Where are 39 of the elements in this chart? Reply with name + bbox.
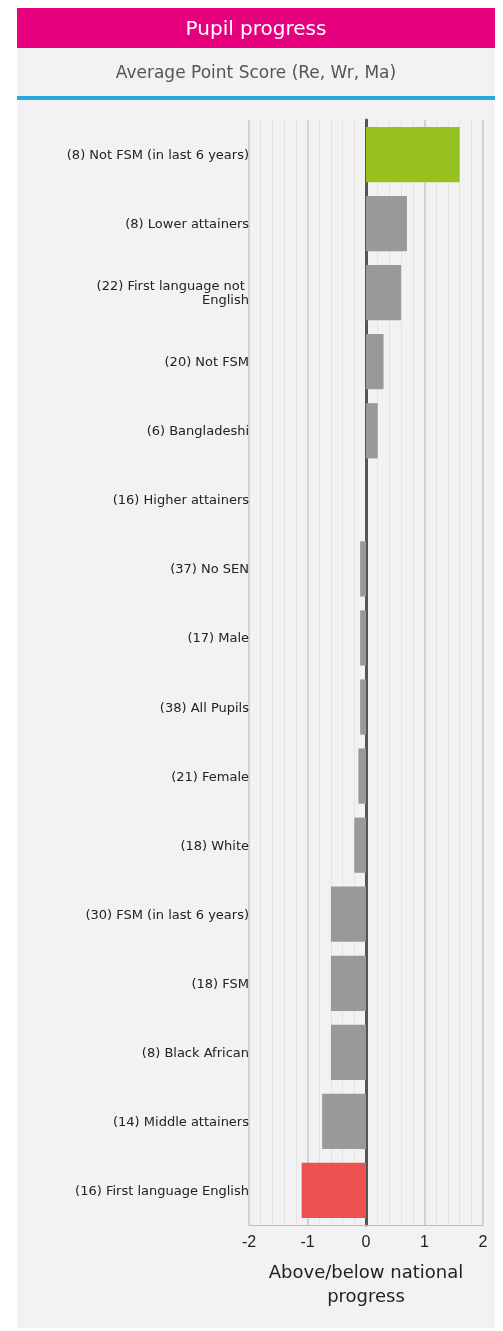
chart-subtitle: Average Point Score (Re, Wr, Ma) <box>17 48 495 100</box>
y-tick-label: (8) Lower attainers <box>125 216 250 232</box>
bar <box>330 1024 366 1080</box>
bar <box>354 817 366 873</box>
bar <box>358 748 366 804</box>
bar <box>366 126 460 183</box>
bar <box>330 955 366 1011</box>
x-tick-label: 2 <box>478 1232 488 1250</box>
x-axis-title: Above/below national progress <box>267 1260 465 1308</box>
bar <box>366 334 384 390</box>
bar <box>360 541 366 597</box>
y-tick-label: (21) Female <box>171 768 249 784</box>
y-tick-label: (37) No SEN <box>170 561 249 577</box>
bar <box>322 1093 366 1150</box>
y-tick-label: (16) First language English <box>75 1182 249 1198</box>
x-tick-label: 1 <box>420 1232 430 1250</box>
y-tick-label: (38) All Pupils <box>159 699 250 715</box>
y-tick-label: (18) FSM <box>191 975 249 991</box>
x-tick-label: 0 <box>361 1232 371 1250</box>
bar <box>330 886 366 942</box>
y-tick-label: (14) Middle attainers <box>113 1113 250 1129</box>
bar <box>301 1162 366 1219</box>
y-tick-label: (20) Not FSM <box>164 354 249 370</box>
bar <box>366 195 407 252</box>
bar <box>366 403 378 459</box>
x-tick-label: -2 <box>241 1232 257 1250</box>
y-tick-label: (16) Higher attainers <box>112 492 250 508</box>
bar <box>360 610 366 666</box>
y-tick-label: (6) Bangladeshi <box>146 423 249 439</box>
bar <box>366 265 402 321</box>
y-tick-label: (8) Black African <box>141 1044 249 1060</box>
y-tick-label: (18) White <box>180 837 249 853</box>
y-tick-label: (22) First language not English <box>96 278 249 308</box>
bar <box>360 679 366 735</box>
y-tick-label: (8) Not FSM (in last 6 years) <box>66 147 249 163</box>
y-tick-label: (17) Male <box>187 630 249 646</box>
x-tick-label: -1 <box>300 1232 315 1250</box>
chart-title: Pupil progress <box>17 8 495 48</box>
y-tick-label: (30) FSM (in last 6 years) <box>85 906 249 922</box>
